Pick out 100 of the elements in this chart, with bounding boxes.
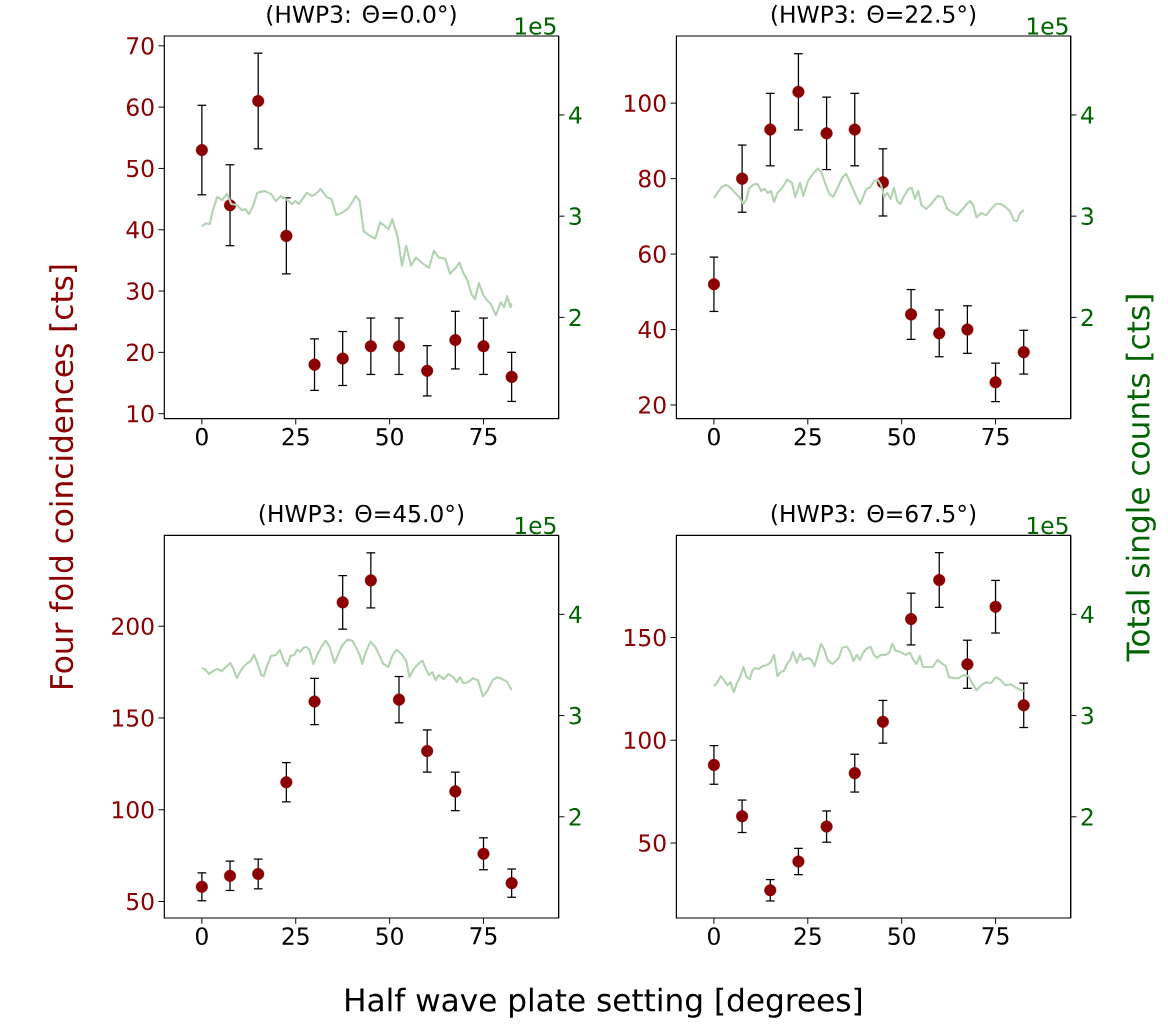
line-series bbox=[200, 187, 513, 317]
point bbox=[195, 144, 208, 157]
y-tick-label: 50 bbox=[127, 892, 154, 911]
point bbox=[421, 744, 434, 758]
x-tick-label: 0 bbox=[708, 427, 720, 446]
point bbox=[252, 94, 265, 108]
point bbox=[961, 323, 974, 336]
y2-tick-label: 2 bbox=[1081, 308, 1093, 327]
point bbox=[820, 127, 833, 140]
point bbox=[848, 767, 861, 780]
x-axis-title: Half wave plate setting [degrees] bbox=[346, 987, 861, 1018]
y2-tick-label: 2 bbox=[569, 308, 581, 327]
y-tick-label: 30 bbox=[127, 282, 154, 300]
text: 1e5 bbox=[515, 516, 556, 535]
x-tick-label: 75 bbox=[982, 427, 1009, 446]
point bbox=[820, 820, 833, 833]
y-tick-label: 40 bbox=[126, 220, 154, 239]
point bbox=[961, 658, 974, 671]
y2-tick-label: 4 bbox=[1081, 106, 1094, 124]
x-tick-label: 0 bbox=[195, 927, 208, 945]
point bbox=[707, 758, 720, 771]
y-tick-label: 200 bbox=[112, 617, 154, 636]
y-tick-label: 50 bbox=[127, 159, 154, 178]
y2-tick-label: 3 bbox=[1081, 207, 1093, 226]
chart-title: (HWP3: Θ=67.5°) bbox=[771, 504, 976, 526]
y2-tick-label: 3 bbox=[569, 706, 581, 725]
x-tick-label: 25 bbox=[794, 427, 821, 446]
point bbox=[477, 847, 490, 860]
point bbox=[505, 370, 518, 383]
point bbox=[336, 352, 349, 365]
y-tick-label: 100 bbox=[113, 800, 154, 819]
text: 1e5 bbox=[1027, 17, 1068, 35]
chart-title: (HWP3: Θ=22.5°) bbox=[771, 4, 976, 26]
x-tick-label: 50 bbox=[888, 927, 915, 945]
point bbox=[195, 880, 208, 893]
x-tick-label: 75 bbox=[470, 427, 497, 446]
point bbox=[736, 172, 749, 185]
point bbox=[308, 695, 321, 708]
x-tick-label: 25 bbox=[282, 427, 309, 446]
y-tick-label: 100 bbox=[625, 94, 666, 113]
x-tick-label: 0 bbox=[708, 927, 720, 945]
line-series bbox=[712, 167, 1025, 223]
x-tick-label: 75 bbox=[470, 927, 497, 945]
y-tick-label: 10 bbox=[127, 404, 154, 423]
point bbox=[336, 596, 349, 609]
point bbox=[280, 776, 293, 789]
y-tick-label: 100 bbox=[625, 731, 666, 750]
y2-tick-label: 2 bbox=[569, 808, 581, 826]
y-tick-label: 20 bbox=[127, 343, 154, 362]
point bbox=[736, 810, 749, 823]
point bbox=[933, 573, 946, 587]
point bbox=[421, 364, 434, 377]
y-tick-label: 60 bbox=[639, 245, 666, 263]
y-tick-label: 70 bbox=[127, 36, 154, 55]
point bbox=[792, 855, 805, 868]
point bbox=[1017, 346, 1030, 359]
point bbox=[876, 715, 889, 728]
y2-axis-title: Total single counts [cts] bbox=[1125, 295, 1156, 662]
x-tick-label: 25 bbox=[282, 927, 309, 945]
x-tick-label: 25 bbox=[794, 927, 821, 945]
y-tick-label: 150 bbox=[113, 709, 154, 727]
y2-tick-label: 4 bbox=[569, 106, 582, 124]
point bbox=[764, 884, 777, 897]
point bbox=[280, 229, 293, 242]
point bbox=[989, 600, 1002, 613]
point bbox=[223, 869, 237, 882]
point bbox=[364, 340, 377, 353]
point bbox=[505, 877, 518, 890]
point bbox=[764, 123, 777, 136]
x-tick-label: 50 bbox=[376, 927, 403, 945]
y2-tick-label: 2 bbox=[1081, 808, 1093, 826]
line-series bbox=[200, 638, 513, 698]
y-tick-label: 150 bbox=[625, 628, 666, 647]
point bbox=[477, 340, 490, 353]
y-axis-title: Four fold coincidences [cts] bbox=[49, 265, 77, 688]
y-tick-label: 50 bbox=[639, 834, 666, 852]
point bbox=[449, 785, 462, 798]
point bbox=[707, 278, 720, 291]
point bbox=[364, 574, 377, 587]
x-tick-label: 50 bbox=[376, 427, 403, 446]
y2-tick-label: 4 bbox=[1081, 605, 1094, 623]
point bbox=[905, 613, 918, 626]
x-tick-label: 0 bbox=[195, 427, 208, 446]
y-tick-label: 60 bbox=[126, 98, 154, 116]
y2-tick-label: 4 bbox=[569, 605, 582, 623]
point bbox=[989, 376, 1002, 389]
y-tick-label: 40 bbox=[638, 320, 666, 339]
text: 1e5 bbox=[1027, 516, 1068, 535]
point bbox=[905, 308, 918, 321]
point bbox=[392, 340, 406, 353]
y2-tick-label: 3 bbox=[569, 207, 581, 226]
chart-title: (HWP3: Θ=0.0°) bbox=[267, 4, 456, 26]
point bbox=[392, 693, 406, 706]
x-tick-label: 50 bbox=[888, 427, 915, 446]
text: 1e5 bbox=[515, 17, 556, 35]
y2-tick-label: 3 bbox=[1081, 706, 1093, 725]
point bbox=[1017, 699, 1030, 712]
x-tick-label: 75 bbox=[982, 927, 1009, 945]
y-tick-label: 80 bbox=[638, 169, 666, 188]
point bbox=[308, 358, 321, 371]
